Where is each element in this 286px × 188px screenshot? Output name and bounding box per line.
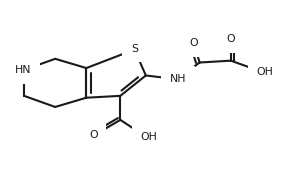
Text: O: O [190, 38, 198, 48]
Text: OH: OH [256, 67, 273, 77]
Text: O: O [89, 130, 98, 140]
Text: HN: HN [14, 65, 31, 75]
Text: NH: NH [170, 74, 187, 84]
Text: O: O [227, 34, 235, 44]
Text: OH: OH [140, 132, 157, 142]
Text: S: S [131, 44, 138, 54]
